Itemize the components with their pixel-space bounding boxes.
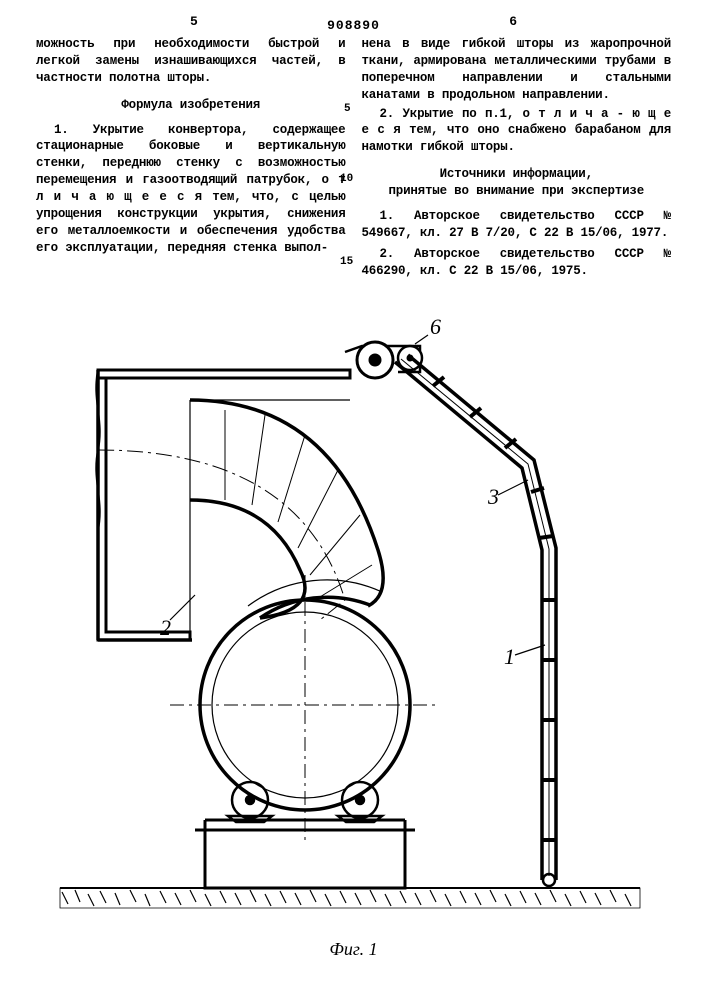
converter-vessel [170, 575, 440, 840]
ground-hatch [62, 890, 631, 906]
right-column: нена в виде гибкой шторы из жаропрочной … [362, 36, 672, 279]
label-6: 6 [430, 314, 441, 339]
label-3: 3 [487, 484, 499, 509]
label-2: 2 [160, 615, 171, 640]
reference-2: 2. Авторское свидетельство СССР № 466290… [362, 246, 672, 280]
label-1: 1 [504, 644, 515, 669]
document-number: 908890 [327, 18, 380, 33]
text-columns: можность при необходимости быстрой и лег… [36, 36, 671, 279]
formula-title: Формула изобретения [36, 97, 346, 114]
curtain-track [395, 355, 556, 886]
figure-1: 2 1 3 6 Фиг. 1 [0, 300, 707, 980]
col-number-right: 6 [509, 14, 517, 29]
left-column: можность при необходимости быстрой и лег… [36, 36, 346, 279]
claim-1-cont: нена в виде гибкой шторы из жаропрочной … [362, 36, 672, 104]
claim-1: 1. Укрытие конвертора, содержащее стацио… [36, 122, 346, 257]
gas-duct [96, 370, 383, 640]
winding-drum [345, 342, 422, 378]
sources-title: Источники информации, принятые во вниман… [362, 166, 672, 200]
intro-text: можность при необходимости быстрой и лег… [36, 36, 346, 87]
reference-1: 1. Авторское свидетельство СССР № 549667… [362, 208, 672, 242]
figure-caption: Фиг. 1 [329, 939, 377, 960]
col-number-left: 5 [190, 14, 198, 29]
claim-2: 2. Укрытие по п.1, о т л и ч а - ю щ е е… [362, 106, 672, 157]
